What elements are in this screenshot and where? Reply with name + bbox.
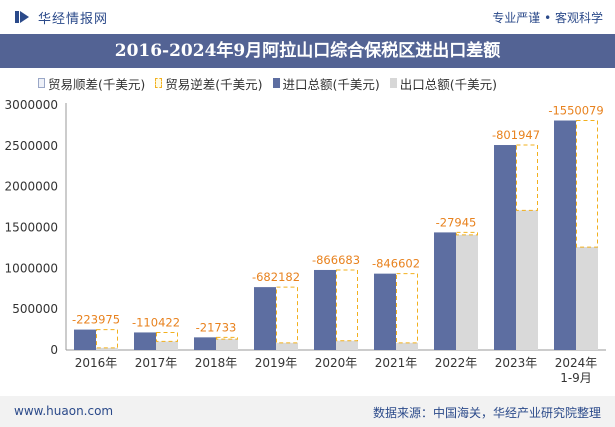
- deficit-box: [576, 120, 598, 248]
- legend-item-surplus: 贸易顺差(千美元): [38, 74, 145, 93]
- legend-item-export: 出口总额(千美元): [389, 74, 498, 93]
- x-category-label: 2024年: [555, 356, 598, 370]
- legend-label-surplus: 贸易顺差(千美元): [48, 76, 146, 92]
- legend-swatch-deficit: [155, 78, 163, 88]
- legend-label-deficit: 贸易逆差(千美元): [165, 76, 263, 92]
- deficit-box: [336, 269, 358, 342]
- deficit-box: [276, 286, 298, 344]
- x-category-label: 2023年: [495, 356, 538, 370]
- footer-website: www.huaon.com: [14, 404, 114, 418]
- y-tick-label: 500000: [12, 302, 58, 316]
- x-category-label: 2017年: [135, 356, 178, 370]
- trade-balance-chart: 0 500000 1000000 1500000 2000000 2500000 30000…: [5, 98, 606, 385]
- import-bar: [434, 232, 456, 350]
- deficit-box: [156, 331, 178, 342]
- deficit-box: [516, 144, 538, 211]
- deficit-data-label: -682182: [252, 270, 300, 284]
- deficit-data-label: -27945: [436, 215, 477, 229]
- import-bar: [134, 332, 156, 350]
- y-tick-label: 2000000: [5, 180, 58, 194]
- x-category-label: 2016年: [75, 356, 118, 370]
- deficit-box: [396, 273, 418, 344]
- y-tick-label: 2500000: [5, 139, 58, 153]
- deficit-data-label: -846602: [372, 257, 420, 271]
- footer-source: 数据来源：中国海关，华经产业研究院整理: [372, 406, 601, 420]
- export-bar: [96, 347, 118, 350]
- import-bar: [314, 269, 336, 350]
- export-bar: [216, 339, 238, 350]
- legend-label-export: 出口总额(千美元): [399, 76, 498, 92]
- x-category-label: 2019年: [255, 356, 298, 370]
- y-tick-label: 1000000: [5, 261, 58, 275]
- legend-swatch-import: [272, 78, 280, 88]
- deficit-data-label: -110422: [132, 315, 180, 329]
- deficit-data-label: -801947: [492, 128, 540, 142]
- import-bar: [374, 273, 396, 350]
- export-bar: [276, 342, 298, 350]
- export-bar: [336, 340, 358, 350]
- deficit-data-label: -1550079: [548, 104, 603, 118]
- export-bar: [396, 342, 418, 350]
- top-bar: 华经情报网 专业严谨 • 客观科学: [0, 0, 615, 34]
- legend-swatch-export: [389, 78, 397, 88]
- deficit-data-label: -866683: [312, 253, 360, 267]
- legend-item-import: 进口总额(千美元): [272, 74, 380, 93]
- x-category-label: 2021年: [375, 356, 418, 370]
- deficit-box: [456, 231, 478, 236]
- export-bar: [516, 210, 538, 350]
- legend-swatch-surplus: [38, 78, 45, 88]
- import-bar: [194, 337, 216, 350]
- export-bar: [456, 234, 478, 350]
- deficit-box: [96, 329, 118, 349]
- y-tick-label: 0: [50, 343, 58, 357]
- export-bar: [576, 247, 598, 350]
- footer: www.huaon.com 数据来源：中国海关，华经产业研究院整理: [0, 396, 615, 427]
- y-tick-label: 3000000: [5, 98, 58, 112]
- deficit-box: [216, 336, 238, 340]
- title-bar: 2016-2024年9月阿拉山口综合保税区进出口差额: [0, 34, 615, 68]
- x-category-label: 2020年: [315, 356, 358, 370]
- x-category-label: 2022年: [435, 356, 478, 370]
- deficit-data-label: -223975: [72, 313, 120, 327]
- import-bar: [494, 145, 516, 350]
- chart-title: 2016-2024年9月阿拉山口综合保税区进出口差额: [114, 41, 501, 61]
- legend-item-deficit: 贸易逆差(千美元): [155, 74, 263, 93]
- brand-name: 华经情报网: [38, 12, 109, 27]
- y-tick-label: 1500000: [5, 221, 58, 235]
- chart-legend: 贸易顺差(千美元) 贸易逆差(千美元) 进口总额(千美元) 出口总额(千美元): [38, 74, 507, 92]
- import-bar: [554, 120, 576, 351]
- tagline: 专业严谨 • 客观科学: [492, 11, 603, 25]
- x-category-label: 1-9月: [560, 371, 592, 385]
- legend-label-import: 进口总额(千美元): [282, 76, 380, 92]
- import-bar: [254, 287, 276, 350]
- huajing-logo-icon: [15, 11, 29, 23]
- x-category-label: 2018年: [195, 356, 238, 370]
- import-bar: [74, 329, 96, 350]
- export-bar: [156, 341, 178, 350]
- deficit-data-label: -21733: [196, 320, 237, 334]
